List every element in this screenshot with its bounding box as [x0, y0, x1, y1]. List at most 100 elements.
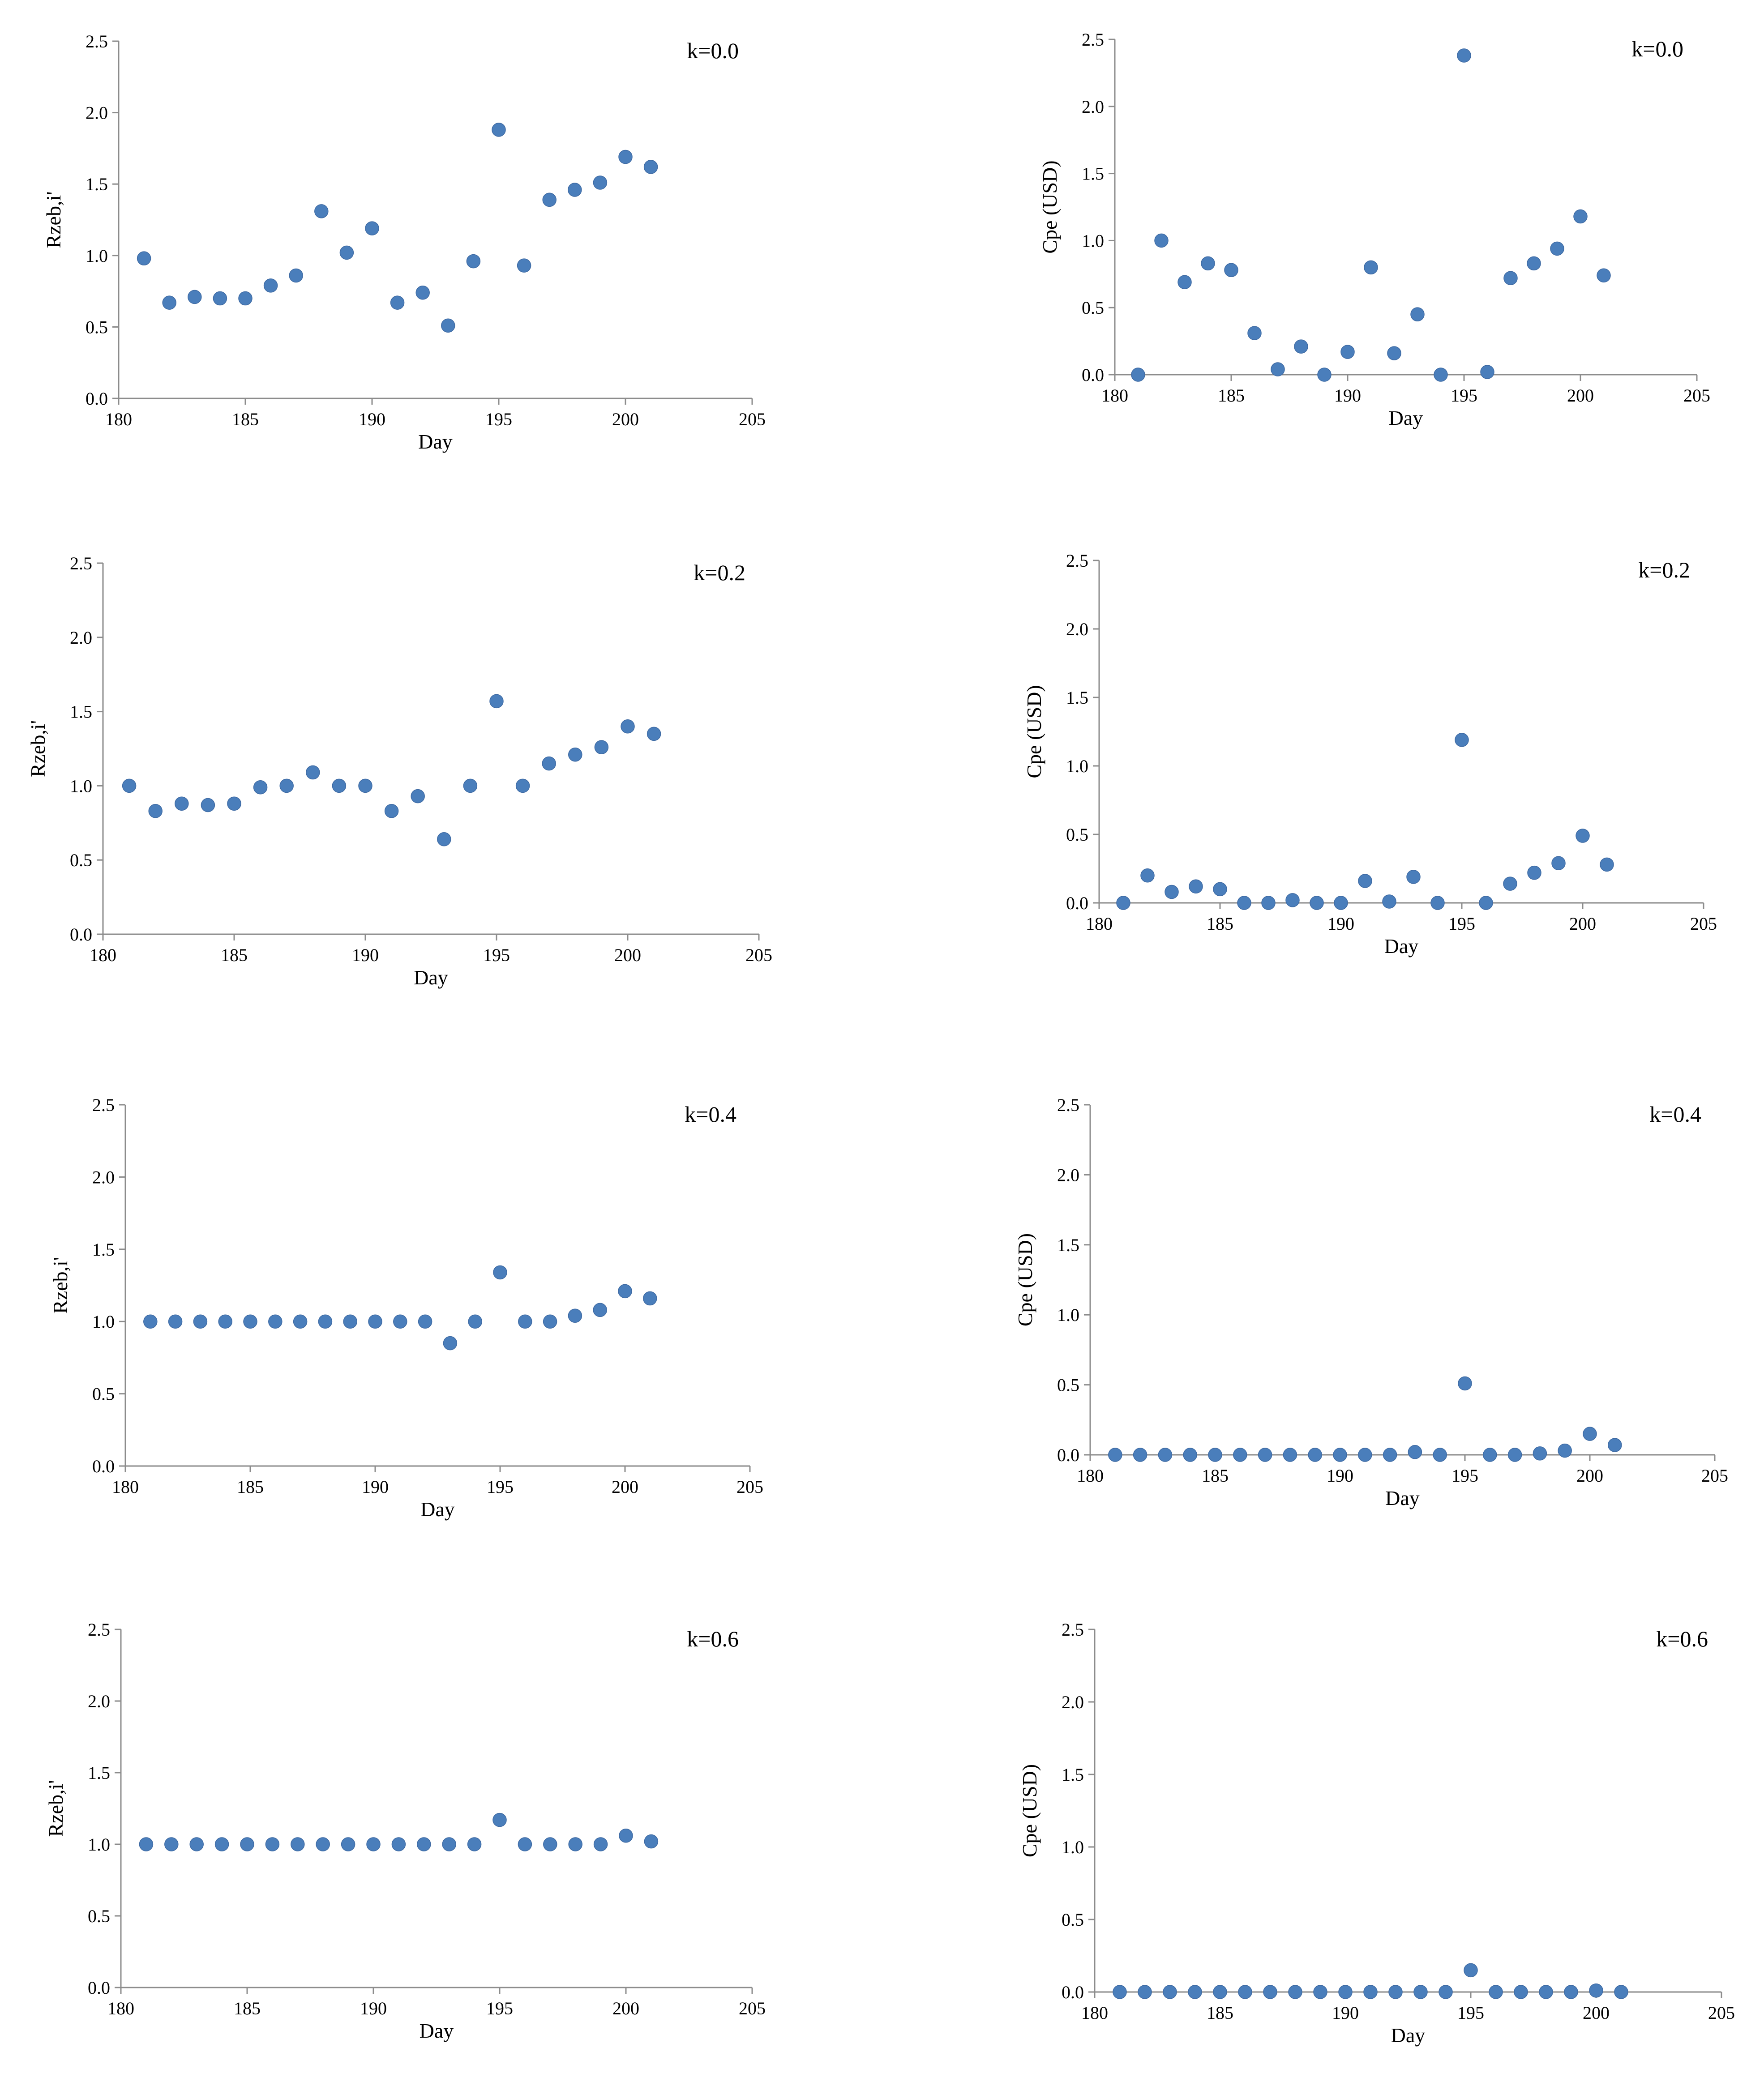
x-axis-title: Day [1389, 406, 1423, 429]
y-tick-label: 0.5 [1082, 298, 1104, 318]
data-point [1310, 896, 1324, 910]
data-point [1247, 326, 1262, 340]
y-tick-label: 2.0 [92, 1167, 115, 1187]
data-point [253, 780, 268, 795]
data-point [1479, 896, 1493, 910]
data-point [291, 1837, 305, 1851]
y-tick-label: 2.5 [92, 1095, 115, 1115]
y-tick-label: 1.0 [1082, 231, 1104, 251]
x-tick-label: 200 [1567, 385, 1594, 406]
y-tick-label: 2.5 [86, 31, 108, 51]
data-point [268, 1314, 283, 1329]
data-point [1358, 874, 1372, 888]
data-point [1457, 48, 1471, 63]
data-point [1464, 1963, 1478, 1978]
data-point [193, 1314, 208, 1329]
panel-title: k=0.0 [1631, 36, 1683, 61]
x-tick-label: 185 [221, 945, 248, 965]
data-point [1201, 256, 1215, 271]
x-tick-label: 195 [486, 1998, 513, 2018]
data-point [1189, 879, 1203, 894]
y-tick-label: 1.0 [88, 1834, 110, 1855]
data-point [164, 1837, 179, 1851]
x-tick-label: 195 [1451, 1466, 1478, 1486]
data-point [518, 1837, 532, 1851]
data-point [1288, 1985, 1302, 1999]
data-point [1138, 1985, 1152, 1999]
data-point [1600, 857, 1614, 872]
x-tick-label: 185 [234, 1998, 261, 2018]
x-tick-label: 200 [614, 945, 641, 965]
x-tick-label: 180 [112, 1477, 139, 1497]
data-point [515, 778, 530, 793]
data-point [443, 1336, 458, 1351]
data-point [1383, 1448, 1397, 1462]
y-tick-label: 0.0 [88, 1978, 110, 1998]
x-tick-label: 185 [1218, 385, 1245, 406]
data-point [1108, 1448, 1122, 1462]
data-point [390, 295, 405, 310]
y-tick-label: 1.5 [70, 702, 92, 722]
data-point [1294, 339, 1308, 354]
y-axis-title: Rzeb,i' [49, 1257, 72, 1314]
data-point [441, 318, 455, 333]
data-point [644, 1834, 659, 1849]
x-axis-title: Day [1385, 1487, 1420, 1509]
data-point [417, 1837, 431, 1851]
data-point [1283, 1448, 1297, 1462]
data-point [1113, 1985, 1127, 1999]
data-point [368, 1314, 382, 1329]
y-axis-title: Rzeb,i' [42, 191, 65, 248]
data-point [122, 778, 137, 793]
data-point [168, 1314, 183, 1329]
y-axis-title: Cpe (USD) [1038, 160, 1061, 253]
data-point [1576, 829, 1590, 843]
x-tick-label: 195 [485, 409, 512, 429]
data-point [442, 1837, 456, 1851]
y-tick-label: 2.0 [70, 628, 92, 648]
data-point [213, 291, 227, 306]
data-point [1177, 275, 1192, 290]
data-point [463, 778, 478, 793]
data-point [214, 1837, 229, 1851]
x-tick-label: 180 [1081, 2003, 1108, 2023]
y-tick-label: 0.0 [1062, 1982, 1084, 2002]
data-point [1597, 268, 1611, 283]
data-point [418, 1314, 432, 1329]
data-point [240, 1837, 254, 1851]
data-point [594, 740, 609, 754]
data-point [318, 1314, 333, 1329]
data-point [1258, 1448, 1272, 1462]
panel-title: k=0.6 [1656, 1626, 1708, 1651]
x-tick-label: 180 [90, 945, 116, 965]
x-tick-label: 180 [107, 1998, 134, 2018]
y-tick-label: 2.0 [86, 103, 108, 123]
y-tick-label: 2.5 [70, 553, 92, 573]
data-point [1503, 271, 1518, 286]
y-tick-label: 0.5 [1057, 1375, 1079, 1395]
scatter-panel-6: 0.0 0.5 1.0 1.5 2.0 2.5 180 185 190 195 200 205 Day C… [1014, 1095, 1728, 1509]
y-tick-label: 1.5 [92, 1240, 115, 1260]
panel-title: k=0.2 [694, 560, 745, 585]
data-point [1564, 1985, 1578, 1999]
data-point [1213, 1985, 1227, 1999]
data-point [1539, 1985, 1553, 1999]
x-tick-label: 195 [1451, 385, 1477, 406]
data-point [568, 748, 582, 762]
x-tick-label: 205 [1701, 1466, 1728, 1486]
x-axis-title: Day [1391, 2024, 1426, 2047]
data-point [1308, 1448, 1322, 1462]
data-point [201, 798, 215, 812]
y-tick-label: 0.5 [86, 317, 108, 337]
y-tick-label: 2.0 [1082, 97, 1104, 117]
data-point [339, 245, 354, 260]
scatter-panel-8: 0.0 0.5 1.0 1.5 2.0 2.5 180 185 190 195 200 205 Day C… [1018, 1620, 1735, 2047]
data-point [1116, 896, 1130, 910]
data-point [1340, 345, 1355, 359]
x-axis-title: Day [420, 1498, 455, 1521]
data-point [1237, 896, 1251, 910]
x-tick-label: 180 [105, 409, 132, 429]
data-point [1317, 368, 1332, 382]
data-point [1608, 1438, 1622, 1452]
y-tick-label: 1.5 [1057, 1235, 1079, 1255]
